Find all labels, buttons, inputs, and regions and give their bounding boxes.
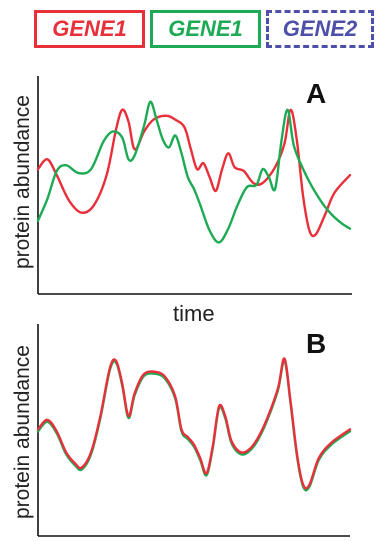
chart-b-y-axis-label: protein abundance — [11, 345, 34, 519]
chart-panel-a: protein abundance A time — [0, 66, 380, 326]
legend-gene2-blue: GENE2 — [266, 10, 374, 48]
chart-b-series-line-1 — [36, 359, 352, 492]
chart-a-series-line-2 — [36, 100, 352, 244]
chart-a-panel-letter: A — [306, 78, 327, 109]
chart-a-series-line-1 — [36, 108, 352, 238]
chart-b-series-line-2 — [36, 357, 352, 490]
chart-a-y-axis-label: protein abundance — [11, 95, 34, 269]
chart-a-plot — [36, 76, 352, 295]
legend-gene1-red: GENE1 — [34, 10, 145, 48]
chart-b-plot — [36, 324, 352, 537]
chart-a-x-axis-label: time — [173, 301, 215, 326]
chart-panel-b: protein abundance B — [0, 318, 380, 541]
chart-b-panel-letter: B — [306, 328, 327, 359]
legend-gene1-green: GENE1 — [150, 10, 261, 48]
